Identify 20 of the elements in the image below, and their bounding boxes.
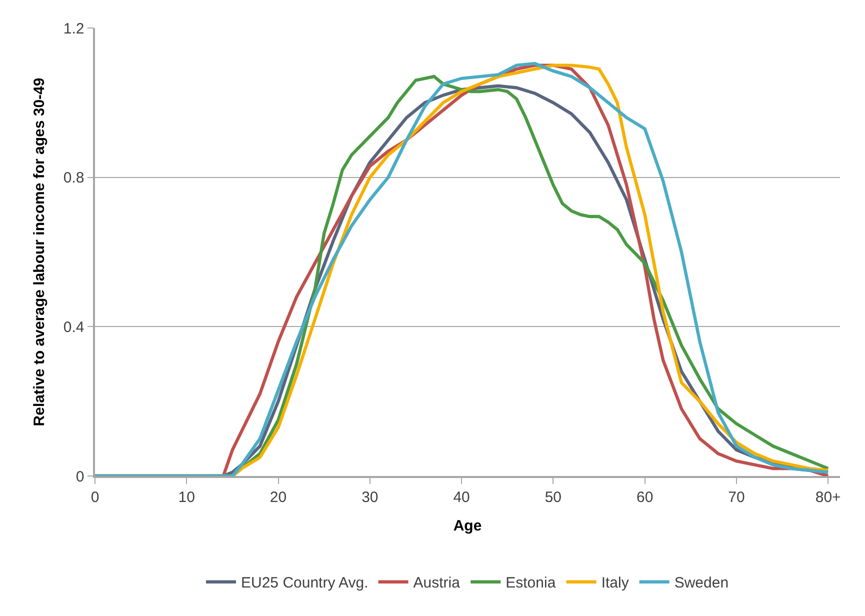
legend-label: EU25 Country Avg. xyxy=(241,574,368,592)
x-tick-label: 70 xyxy=(728,488,745,506)
y-tick-label: 0.8 xyxy=(63,170,84,187)
x-tick-label: 80+ xyxy=(815,488,842,506)
x-tick-label: 30 xyxy=(362,488,378,506)
legend-label: Sweden xyxy=(674,574,729,592)
y-tick-label: 1.2 xyxy=(63,20,84,38)
legend-label: Estonia xyxy=(506,574,556,592)
x-tick-label: 20 xyxy=(270,488,287,506)
x-tick-label: 50 xyxy=(544,488,562,506)
x-tick-label: 10 xyxy=(178,488,195,506)
x-tick-label: 60 xyxy=(636,488,654,506)
legend-label: Italy xyxy=(601,574,630,592)
x-tick-label: 0 xyxy=(90,488,100,506)
y-axis-title: Relative to average labour income for ages 30-49 xyxy=(31,78,48,426)
legend-label: Austria xyxy=(413,574,461,592)
y-tick-label: 0 xyxy=(76,468,84,486)
x-axis-title: Age xyxy=(453,517,482,534)
y-tick-label: 0.4 xyxy=(63,318,84,336)
x-tick-label: 40 xyxy=(453,488,470,506)
